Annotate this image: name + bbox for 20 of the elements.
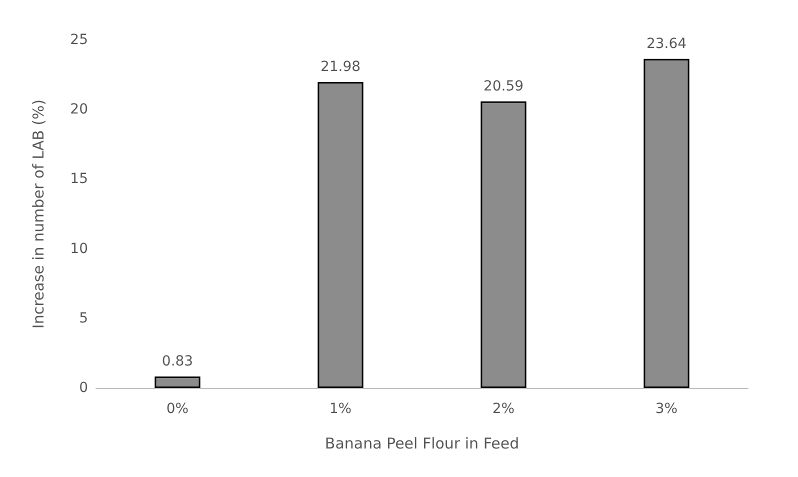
y-tick-label: 0 bbox=[79, 380, 88, 396]
y-tick-label: 20 bbox=[70, 102, 88, 118]
bar bbox=[318, 82, 364, 388]
bar bbox=[644, 58, 690, 388]
x-tick-label: 0% bbox=[166, 401, 189, 417]
data-label: 23.64 bbox=[646, 36, 687, 52]
x-axis-title: Banana Peel Flour in Feed bbox=[324, 434, 520, 452]
y-axis-title: Increase in number of LAB (%) bbox=[30, 99, 48, 329]
x-tick-label: 2% bbox=[492, 401, 515, 417]
data-label: 0.83 bbox=[162, 353, 194, 370]
y-tick-label: 15 bbox=[70, 171, 88, 188]
x-tick-label: 1% bbox=[329, 401, 352, 417]
data-label: 21.98 bbox=[320, 59, 361, 76]
bar bbox=[154, 376, 200, 388]
y-tick-label: 25 bbox=[70, 32, 88, 48]
data-label: 20.59 bbox=[483, 78, 524, 94]
y-tick-label: 10 bbox=[70, 240, 88, 257]
bar bbox=[480, 101, 526, 388]
y-tick-label: 5 bbox=[79, 310, 88, 326]
x-tick-label: 3% bbox=[655, 401, 678, 417]
